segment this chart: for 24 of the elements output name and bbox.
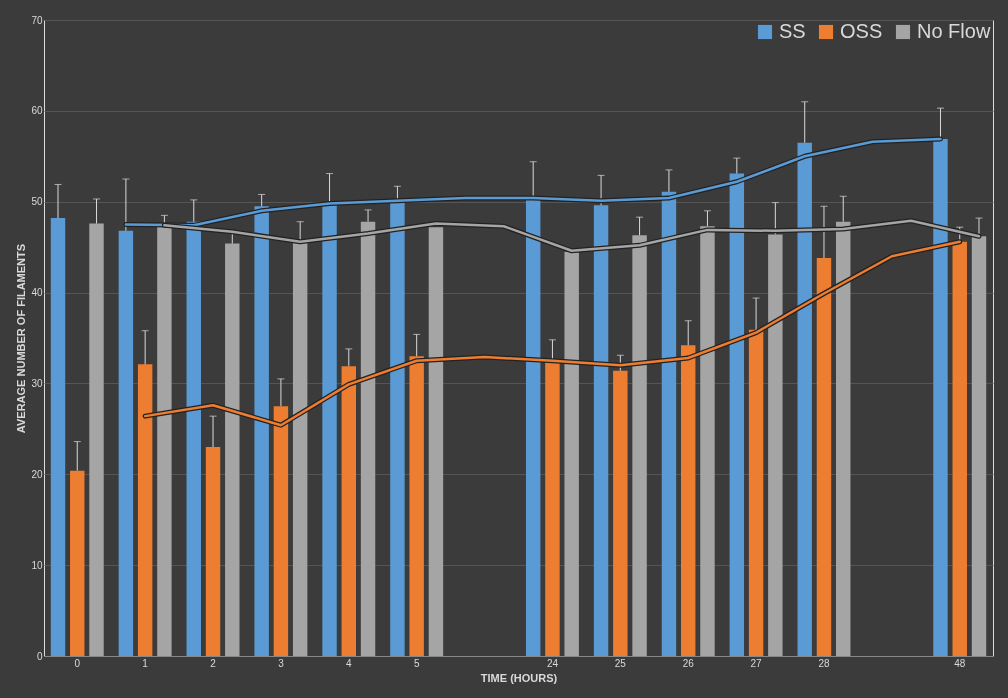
y-tick-label: 30: [31, 377, 43, 389]
x-tick-label: 2: [210, 657, 217, 669]
y-tick-label: 20: [31, 468, 43, 480]
y-tick-label: 50: [31, 196, 43, 208]
legend-label: SS: [779, 20, 806, 42]
x-tick-label: 26: [682, 657, 695, 669]
x-axis-title: TIME (HOURS): [480, 671, 558, 684]
y-tick-label: 60: [31, 105, 43, 117]
x-tick-label: 48: [954, 657, 966, 669]
y-tick-label: 70: [31, 14, 43, 26]
y-tick-label: 10: [31, 559, 43, 571]
x-tick-label: 27: [750, 657, 763, 669]
y-axis-title: AVERAGE NUMBER OF FILAMENTS: [15, 243, 28, 434]
y-tick-label: 40: [31, 287, 43, 299]
x-tick-label: 4: [346, 657, 353, 669]
x-tick-label: 3: [278, 657, 285, 669]
legend-label: OSS: [840, 20, 883, 42]
x-tick-label: 25: [614, 657, 627, 669]
x-tick-label: 5: [413, 657, 420, 669]
x-tick-label: 0: [74, 657, 81, 669]
legend-label: No Flow: [917, 20, 991, 42]
x-tick-label: 28: [818, 657, 830, 669]
x-tick-label: 24: [546, 657, 559, 669]
x-tick-label: 1: [142, 657, 149, 669]
